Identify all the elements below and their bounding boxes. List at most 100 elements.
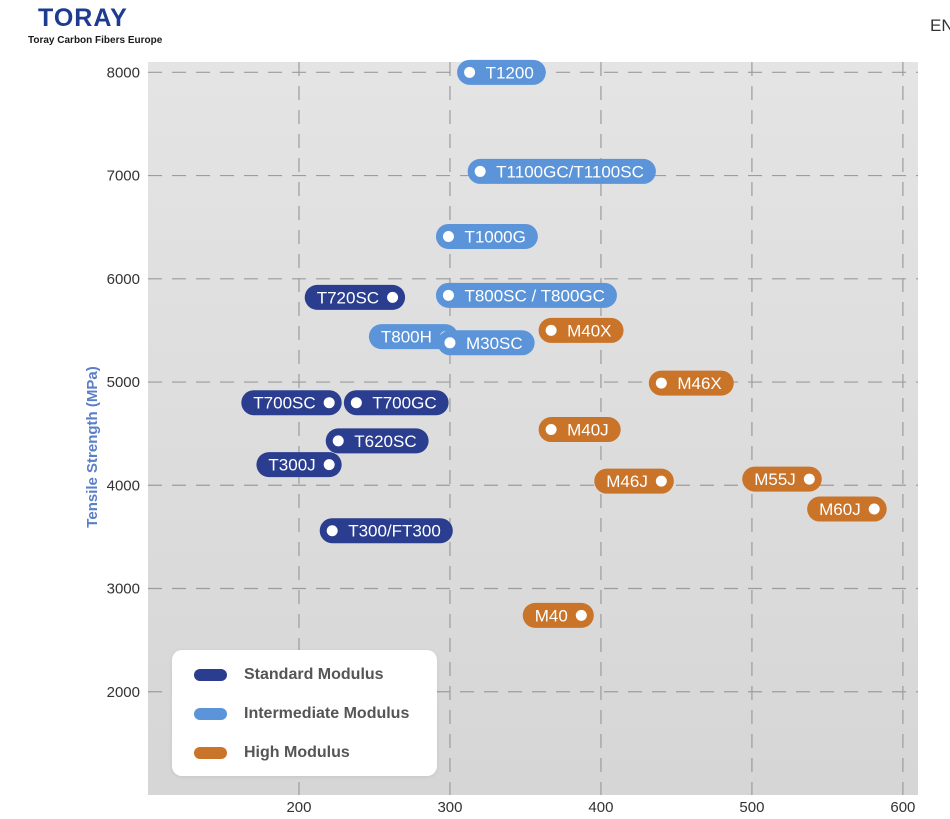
y-axis-label: Tensile Strength (MPa): [84, 366, 101, 527]
data-label: T700SC: [253, 394, 315, 413]
data-point-t700sc[interactable]: T700SC: [241, 390, 342, 416]
legend-item-high-modulus: High Modulus: [194, 743, 350, 763]
data-point-t1200[interactable]: T1200: [457, 59, 546, 85]
data-label-pill: [435, 282, 617, 308]
data-label-pill: [742, 466, 822, 492]
data-point-m60j[interactable]: M60J: [807, 496, 887, 522]
legend-swatch: [194, 747, 227, 759]
data-label-pill: [241, 390, 342, 416]
logo-wordmark: TORAY: [38, 4, 128, 32]
data-point-t300-ft300[interactable]: T300/FT300: [319, 518, 453, 544]
data-label: T300/FT300: [348, 522, 441, 541]
logo-tagline: Toray Carbon Fibers Europe: [28, 35, 163, 46]
data-point-marker: [329, 432, 347, 450]
y-tick-label: 6000: [107, 271, 140, 288]
data-point-t300j[interactable]: T300J: [256, 452, 342, 478]
data-point-t1100gc-t1100sc[interactable]: T1100GC/T1100SC: [467, 158, 656, 184]
data-point-m46j[interactable]: M46J: [594, 468, 674, 494]
data-point-m55j[interactable]: M55J: [742, 466, 822, 492]
x-tick-label: 300: [437, 799, 462, 816]
data-label: T700GC: [372, 394, 436, 413]
data-label-pill: [435, 223, 538, 249]
data-point-marker: [439, 286, 457, 304]
data-point-t720sc[interactable]: T720SC: [304, 284, 406, 310]
data-label-pill: [325, 428, 429, 454]
x-tick-label: 400: [588, 799, 613, 816]
data-point-m40x[interactable]: M40X: [538, 317, 624, 343]
x-tick-label: 200: [286, 799, 311, 816]
legend-swatch: [194, 708, 227, 720]
y-tick-label: 8000: [107, 64, 140, 81]
data-point-marker: [384, 288, 402, 306]
y-tick-label: 2000: [107, 684, 140, 701]
data-point-marker: [865, 500, 883, 518]
data-label-pill: [256, 452, 342, 478]
data-point-marker: [441, 334, 459, 352]
data-label: T720SC: [317, 288, 379, 307]
legend-label: Standard Modulus: [244, 666, 384, 683]
data-label: T1100GC/T1100SC: [496, 162, 644, 181]
data-point-marker: [471, 162, 489, 180]
data-label-pill: [594, 468, 674, 494]
legend-label: High Modulus: [244, 744, 350, 761]
data-label-pill: [538, 417, 621, 443]
data-label-pill: [368, 324, 458, 350]
data-label: M46X: [677, 374, 721, 393]
data-point-m40j[interactable]: M40J: [538, 417, 621, 443]
data-label: M46J: [606, 472, 648, 491]
data-point-marker: [542, 321, 560, 339]
data-point-marker: [439, 227, 457, 245]
data-label: T800SC / T800GC: [464, 286, 604, 305]
data-point-t800sc-t800gc[interactable]: T800SC / T800GC: [435, 282, 617, 308]
data-point-marker: [320, 394, 338, 412]
data-label-pill: [648, 370, 734, 396]
x-tick-label: 600: [890, 799, 915, 816]
data-point-marker: [800, 470, 818, 488]
data-label-pill: [807, 496, 887, 522]
data-point-m30sc[interactable]: M30SC: [437, 330, 535, 356]
data-point-t620sc[interactable]: T620SC: [325, 428, 429, 454]
data-label: M55J: [754, 470, 796, 489]
legend-item-intermediate-modulus: Intermediate Modulus: [194, 704, 409, 724]
data-point-marker: [461, 63, 479, 81]
data-label: T800H: [381, 328, 432, 347]
data-label-pill: [304, 284, 406, 310]
data-label-pill: [437, 330, 535, 356]
data-point-marker: [347, 394, 365, 412]
y-tick-label: 5000: [107, 374, 140, 391]
y-tick-label: 4000: [107, 477, 140, 494]
data-label-pill: [538, 317, 624, 343]
data-point-marker: [323, 522, 341, 540]
y-tick-label: 7000: [107, 168, 140, 185]
data-label-pill: [467, 158, 656, 184]
data-point-m46x[interactable]: M46X: [648, 370, 734, 396]
chart-legend: Standard Modulus Intermediate Modulus Hi…: [172, 650, 437, 776]
data-label: T1200: [486, 63, 534, 82]
legend-label: Intermediate Modulus: [244, 705, 410, 722]
data-label: M40J: [567, 421, 609, 440]
data-point-t1000g[interactable]: T1000G: [435, 223, 538, 249]
data-point-m40[interactable]: M40: [522, 602, 594, 628]
data-label-pill: [319, 518, 453, 544]
data-point-marker: [652, 472, 670, 490]
data-label: M30SC: [466, 334, 523, 353]
data-label: T1000G: [464, 227, 525, 246]
data-point-marker: [320, 456, 338, 474]
language-selector[interactable]: EN: [930, 16, 950, 35]
data-label-pill: [343, 390, 449, 416]
data-label: M40X: [567, 321, 611, 340]
data-label-pill: [457, 59, 546, 85]
data-point-t700gc[interactable]: T700GC: [343, 390, 449, 416]
data-label: M40: [535, 606, 568, 625]
data-label: M60J: [819, 500, 861, 519]
data-point-marker: [572, 606, 590, 624]
data-label: T620SC: [354, 432, 416, 451]
data-point-marker: [652, 374, 670, 392]
y-tick-label: 3000: [107, 581, 140, 598]
x-tick-label: 500: [739, 799, 764, 816]
data-point-marker: [542, 421, 560, 439]
legend-item-standard-modulus: Standard Modulus: [194, 665, 384, 685]
legend-swatch: [194, 669, 227, 681]
data-label: T300J: [268, 456, 315, 475]
